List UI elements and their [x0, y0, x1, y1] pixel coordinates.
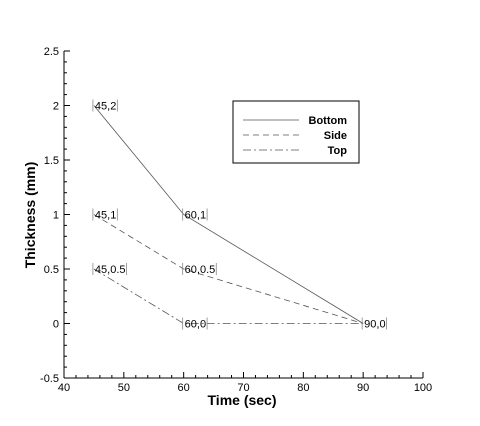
legend-box	[232, 100, 360, 164]
legend-label-bottom: Bottom	[309, 115, 348, 127]
point-annotation: 60,1	[182, 208, 208, 222]
x-tick-label: 100	[414, 382, 432, 394]
point-annotation-text: 45,0.5	[95, 264, 126, 276]
y-tick-label: 2.5	[44, 46, 59, 58]
series-layer	[93, 105, 364, 324]
y-tick-label: 2	[53, 101, 59, 113]
point-annotation-text: 60,1	[185, 210, 206, 222]
series-line-bottom	[93, 105, 364, 324]
x-tick-label: 70	[237, 382, 249, 394]
point-annotation-text: 90,0	[364, 319, 385, 331]
point-annotation: 45,1	[92, 208, 118, 222]
point-annotation-text: 60,0.5	[185, 264, 216, 276]
axes-layer: 40 50 60 70 80 90 100 -0.5 0 0.5 1 1.5 2 2.5	[40, 46, 432, 394]
x-tick-label: 50	[118, 382, 130, 394]
y-tick-label: 1	[53, 210, 59, 222]
legend: Bottom Side Top	[232, 100, 360, 164]
y-tick-label: 1.5	[44, 155, 59, 167]
point-annotation-text: 60,0	[185, 319, 206, 331]
point-annotation: 45,2	[92, 99, 118, 113]
y-tick-label: 0.5	[44, 264, 59, 276]
point-annotation: 60,0	[182, 317, 208, 331]
legend-label-top: Top	[328, 145, 348, 157]
y-tick-label: -0.5	[40, 373, 59, 385]
x-tick-label: 80	[297, 382, 309, 394]
y-tick-label: 0	[53, 319, 59, 331]
point-annotation-text: 45,1	[95, 210, 116, 222]
x-tick-label: 40	[58, 382, 70, 394]
y-axis-title: Thickness (mm)	[22, 162, 38, 269]
series-line-side	[93, 214, 364, 324]
point-annotation-text: 45,2	[95, 101, 116, 113]
x-tick-label: 60	[178, 382, 190, 394]
legend-label-side: Side	[324, 130, 347, 142]
x-tick-label: 90	[357, 382, 369, 394]
point-annotation: 45,0.5	[92, 263, 127, 276]
point-annotation: 90,0	[361, 317, 387, 331]
series-line-top	[93, 268, 364, 324]
annotation-layer: 45,2 45,1 45,0.5 60,1 60,0.5 60,0 90,0	[92, 99, 387, 331]
point-annotation: 60,0.5	[182, 263, 217, 276]
x-axis-title: Time (sec)	[208, 392, 277, 408]
